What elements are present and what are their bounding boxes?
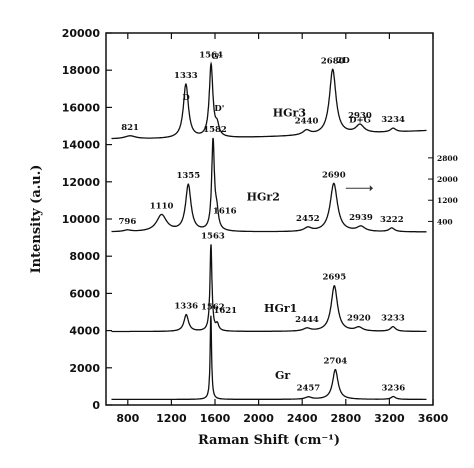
peak-label: 3236 [381,384,405,394]
peak-label: 2920 [347,314,371,324]
y-tick-label: 14000 [62,139,101,152]
y-tick-label: 16000 [62,101,101,114]
right-tick-label: 2800 [437,154,458,163]
peak-label: 1563 [201,231,225,241]
peak-label: 1110 [150,201,174,211]
peak-label: 3234 [381,115,405,125]
peak-label: 3222 [380,215,404,225]
series-label: HGr2 [247,190,280,203]
peak-label: 3233 [381,314,405,324]
x-tick-label: 2000 [243,412,274,425]
peak-label: 1621 [213,306,237,316]
x-tick-label: 3600 [418,412,449,425]
peak-label: 1616 [213,206,237,216]
x-tick-label: 1600 [200,412,231,425]
peak-label: 821 [121,123,139,133]
peak-label: 1333 [174,71,198,81]
peak-label: 1336 [174,302,198,312]
spectrum-gr [111,315,427,401]
y-tick-label: 4000 [69,325,100,338]
y-axis-title: Intensity (a.u.) [29,165,44,274]
spectrum-hgr2 [111,137,427,233]
peak-label: 1582 [203,125,227,135]
spectrum-hgr1 [111,244,427,333]
right-tick-label: 1200 [437,196,458,205]
y-tick-label: 20000 [62,27,101,40]
x-tick-label: 3200 [374,412,405,425]
peak-label: 1355 [176,171,200,181]
peak-label: 2690 [322,170,346,180]
right-tick-label: 400 [437,217,453,226]
x-tick-label: 800 [116,412,139,425]
x-tick-label: 1200 [156,412,187,425]
band-annotation: 2D [336,56,350,66]
series-label: HGr1 [264,302,297,315]
series-layer [111,61,427,401]
y-tick-label: 0 [92,399,100,412]
peak-label: 2440 [295,117,319,127]
peak-label: 2930 [348,111,372,121]
peak-label: 2444 [295,315,319,325]
peak-label: 2680 [321,56,345,66]
band-annotation: D' [214,104,224,114]
axis-pointer-arrowhead [369,185,374,192]
peak-label: 2457 [297,384,321,394]
peak-label: 2704 [324,357,348,367]
spectrum-hgr3 [111,61,427,140]
series-label: HGr3 [273,107,306,120]
peak-label: 2695 [323,273,347,283]
peak-label: 2452 [296,214,320,224]
band-annotation: D [182,93,190,103]
x-axis-title: Raman Shift (cm⁻¹) [198,433,340,448]
band-annotation: D+G [349,115,371,125]
y-tick-label: 12000 [62,176,101,189]
y-tick-label: 8000 [69,250,100,263]
band-annotation: G [211,52,218,62]
x-tick-label: 2800 [330,412,361,425]
peak-label: 1564 [199,51,223,61]
axis-layer: 800 1200 1600 2000 2400 2800 3200 3600 0 2000 4000… [62,27,458,425]
right-tick-label: 2000 [437,175,458,184]
y-tick-label: 2000 [69,362,100,375]
x-tick-label: 2400 [287,412,318,425]
y-tick-label: 18000 [62,64,101,77]
series-label: Gr [275,369,290,382]
y-tick-label: 10000 [62,213,101,226]
peak-label: 796 [118,217,136,227]
y-tick-label: 6000 [69,287,100,300]
peak-label: 1562 [201,303,225,313]
peak-label: 2939 [349,213,373,223]
